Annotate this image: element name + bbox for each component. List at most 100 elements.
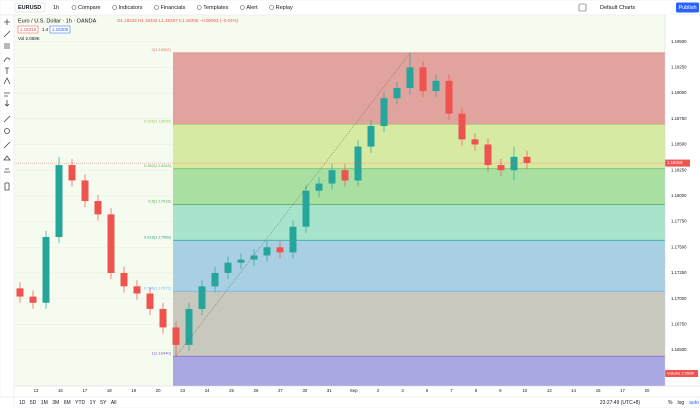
y-tick-label: 1.17250 [671, 270, 687, 275]
toolbar-icon[interactable] [240, 5, 245, 10]
toolbar-icon[interactable] [112, 5, 117, 10]
y-tick-label: 1.19500 [671, 39, 687, 44]
fib-zone [173, 356, 665, 386]
candle-body [419, 67, 427, 92]
scale-option[interactable]: % [668, 400, 673, 406]
range-button[interactable]: 5Y [100, 400, 107, 406]
buy-price[interactable]: 1.18309 [52, 27, 69, 32]
range-button[interactable]: 1Y [90, 400, 97, 406]
publish-button[interactable] [676, 2, 699, 13]
toolbar-icon[interactable] [71, 5, 77, 10]
x-tick-label: 19 [131, 388, 136, 393]
candle-body [211, 272, 219, 287]
range-button[interactable]: YTD [75, 400, 85, 406]
fib-tool[interactable] [4, 43, 10, 49]
top-toolbar: EURUSD 1h Compare Indicators Financials Tem… [0, 0, 700, 16]
x-tick-label: 13 [547, 388, 552, 393]
fib-zone [173, 240, 665, 292]
candle-body [237, 259, 245, 263]
x-tick-label: 17 [620, 388, 625, 393]
y-tick-label: 1.18250 [671, 167, 687, 172]
y-tick-label: 1.18000 [671, 193, 687, 198]
trendline-tool[interactable] [3, 30, 11, 38]
icon-tool[interactable] [4, 100, 10, 107]
candle-body [29, 296, 37, 303]
candle-body [523, 156, 531, 163]
zoom-tool[interactable] [4, 128, 10, 134]
candle-body [289, 226, 297, 253]
scale-option[interactable]: log [677, 400, 684, 406]
toolbar-icon[interactable] [154, 5, 159, 10]
chart-pane: 0(1.19392) 0.236(1.18695) 0.382(1.18264) 0.… [14, 15, 665, 386]
toolbar-item[interactable]: Templates [203, 5, 228, 11]
range-button[interactable]: 3M [52, 400, 59, 406]
range-button[interactable]: 6M [64, 400, 71, 406]
hide-tool[interactable] [4, 168, 10, 173]
price-axis-bg [665, 15, 700, 386]
x-tick-label: 24 [205, 388, 210, 393]
sell-box[interactable] [17, 25, 39, 34]
fib-zone [173, 291, 665, 357]
volume-tag: Volume 2.059K [667, 371, 694, 376]
pattern-tool[interactable] [3, 77, 11, 85]
fib-level-label: 0.618(1.17568) [144, 234, 172, 239]
range-button[interactable]: 1D [19, 400, 26, 406]
range-button[interactable]: All [111, 400, 117, 406]
candle-body [393, 87, 401, 99]
toolbar-item[interactable]: Financials [160, 5, 185, 11]
candle-body [107, 214, 115, 273]
interval[interactable]: 1h [53, 5, 59, 11]
range-button[interactable]: 5D [30, 400, 37, 406]
fib-level-label: 0(1.19392) [152, 47, 172, 52]
x-tick-label: 7 [450, 388, 453, 393]
candle-body [354, 146, 362, 181]
clock: 23:27:49 (UTC+8) [600, 400, 640, 406]
layout-icon[interactable] [578, 3, 587, 12]
x-tick-label: 3 [401, 388, 404, 393]
delete-tool[interactable] [4, 182, 10, 191]
x-tick-label: 17 [82, 388, 87, 393]
candle-body [367, 125, 375, 147]
candle-body [224, 262, 232, 273]
candle-body [341, 170, 349, 181]
ruler-tool[interactable] [3, 115, 11, 123]
fib-level-label: 0.5(1.17916) [148, 199, 171, 204]
lock-tool[interactable] [3, 155, 11, 161]
candle-body [328, 170, 336, 184]
text-tool[interactable] [5, 67, 9, 74]
candle-body [120, 272, 128, 287]
x-tick-label: 30 [302, 388, 307, 393]
toolbar-item[interactable]: Indicators [119, 5, 143, 11]
y-tick-label: 1.19000 [671, 90, 687, 95]
candle-body [172, 327, 180, 345]
symbol-box[interactable] [14, 2, 46, 13]
toolbar-item[interactable]: Replay [276, 5, 293, 11]
candle-body [302, 190, 310, 227]
prediction-tool[interactable] [4, 92, 10, 97]
sell-price[interactable]: 1.18319 [20, 27, 37, 32]
x-tick-label: 6 [426, 388, 429, 393]
x-tick-label: 9 [499, 388, 502, 393]
x-tick-label: 13 [34, 388, 39, 393]
y-tick-label: 1.19250 [671, 65, 687, 70]
toolbar-icon[interactable] [269, 5, 274, 10]
bottom-bar-bg [13, 396, 700, 408]
crosshair-tool[interactable] [4, 19, 10, 25]
spread: 1.4 [42, 27, 49, 32]
symbol[interactable]: EURUSD [18, 5, 41, 11]
fib-zone [173, 52, 665, 125]
scale-option[interactable]: auto [689, 400, 699, 406]
range-button[interactable]: 1M [41, 400, 48, 406]
toolbar-item[interactable]: Compare [78, 5, 101, 11]
x-tick-label: 27 [278, 388, 283, 393]
x-tick-label: 16 [58, 388, 63, 393]
brush-tool[interactable] [3, 57, 11, 63]
toolbar-icon[interactable] [196, 5, 202, 10]
fib-level-label: 0.786(1.17072) [144, 285, 172, 290]
toolbar-item[interactable]: Alert [246, 5, 258, 11]
layout-name[interactable]: Default Charts [600, 5, 635, 11]
publish-label[interactable]: Publish [678, 5, 696, 11]
magnet-tool[interactable] [3, 141, 11, 149]
candle-body [380, 98, 388, 126]
buy-box[interactable] [49, 25, 71, 34]
